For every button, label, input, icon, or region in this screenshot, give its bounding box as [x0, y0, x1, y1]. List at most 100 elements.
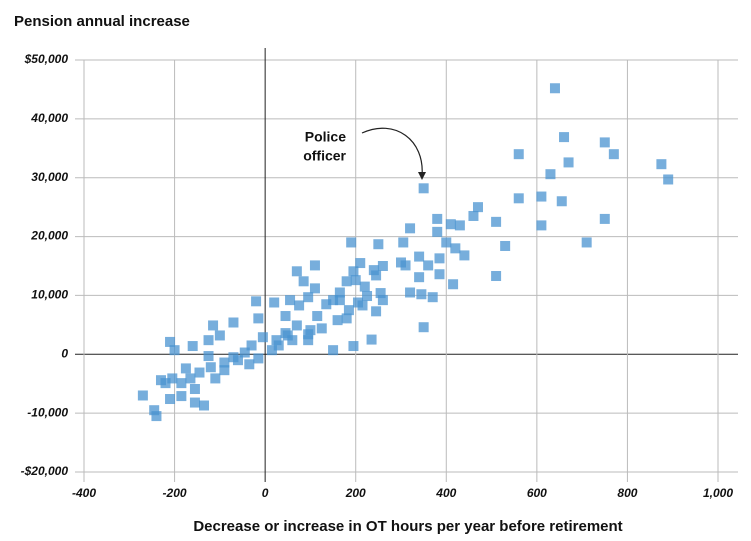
point	[472, 202, 483, 213]
x-tick-label: 0	[262, 486, 269, 500]
x-tick-label: 200	[345, 486, 366, 500]
point	[282, 330, 293, 341]
y-tick-label: 0	[61, 346, 68, 360]
point	[149, 405, 160, 416]
point	[416, 289, 427, 300]
point	[332, 315, 343, 326]
point	[251, 296, 262, 307]
x-tick-label: 800	[617, 486, 637, 500]
point	[405, 223, 416, 234]
point	[491, 216, 502, 227]
point	[434, 269, 445, 280]
x-tick-label: -200	[163, 486, 187, 500]
point	[253, 313, 264, 324]
annotation-arrow	[361, 127, 423, 177]
annotation: Police	[305, 129, 346, 145]
point	[450, 243, 461, 254]
point	[291, 266, 302, 277]
point	[500, 240, 511, 251]
point	[563, 157, 574, 168]
point	[169, 345, 180, 356]
point	[346, 237, 357, 248]
point	[180, 363, 191, 374]
point	[189, 397, 200, 408]
point	[375, 288, 386, 299]
point	[423, 260, 434, 271]
point	[176, 391, 187, 402]
point	[427, 292, 438, 303]
point	[334, 287, 345, 298]
x-tick-label: 400	[435, 486, 456, 500]
point	[232, 355, 243, 366]
point	[398, 237, 409, 248]
point	[448, 279, 459, 290]
point	[316, 323, 327, 334]
point	[303, 292, 314, 303]
point	[341, 313, 352, 324]
point	[350, 275, 361, 286]
point	[556, 196, 567, 207]
point	[189, 384, 200, 395]
point	[312, 311, 323, 322]
point	[445, 219, 456, 230]
point	[352, 297, 363, 308]
point	[334, 295, 345, 306]
point	[368, 265, 379, 276]
point	[253, 353, 264, 364]
point	[294, 300, 305, 311]
point	[581, 237, 592, 248]
point	[491, 271, 502, 282]
point	[298, 276, 309, 287]
point	[355, 258, 366, 269]
x-tick-label: -400	[72, 486, 96, 500]
point	[663, 174, 674, 185]
point	[396, 257, 406, 268]
point	[151, 411, 162, 422]
point	[137, 390, 148, 401]
point	[373, 239, 384, 250]
point	[203, 335, 214, 346]
point	[341, 276, 352, 287]
point	[536, 191, 547, 202]
point	[273, 340, 284, 351]
point	[321, 299, 332, 310]
point	[359, 281, 370, 292]
point	[185, 373, 196, 384]
point	[656, 159, 667, 170]
point	[210, 373, 221, 384]
point	[269, 297, 280, 308]
point	[371, 306, 382, 317]
point	[291, 320, 302, 331]
point	[176, 378, 187, 389]
point	[377, 295, 388, 306]
y-tick-label: -$20,000	[21, 464, 69, 478]
point	[214, 330, 225, 341]
point	[536, 220, 547, 231]
point	[285, 295, 296, 306]
point	[165, 336, 176, 347]
point	[328, 295, 339, 306]
point	[187, 341, 198, 352]
point	[418, 322, 429, 333]
point	[366, 334, 377, 345]
point	[167, 373, 178, 384]
point	[280, 311, 291, 322]
point	[468, 210, 479, 221]
point	[377, 261, 388, 271]
point	[343, 305, 354, 316]
point	[348, 341, 359, 352]
chart-title: Pension annual increase	[14, 13, 190, 30]
point	[309, 260, 320, 271]
annotation: officer	[303, 148, 346, 164]
point	[405, 287, 416, 298]
point	[246, 340, 257, 351]
y-tick-label: 20,000	[30, 229, 68, 243]
y-tick-label: -10,000	[27, 405, 68, 419]
y-tick-label: 40,000	[30, 111, 68, 125]
point	[549, 83, 560, 94]
y-tick-label: 10,000	[31, 288, 68, 302]
point	[348, 266, 359, 277]
x-tick-label: 1,000	[703, 486, 733, 500]
